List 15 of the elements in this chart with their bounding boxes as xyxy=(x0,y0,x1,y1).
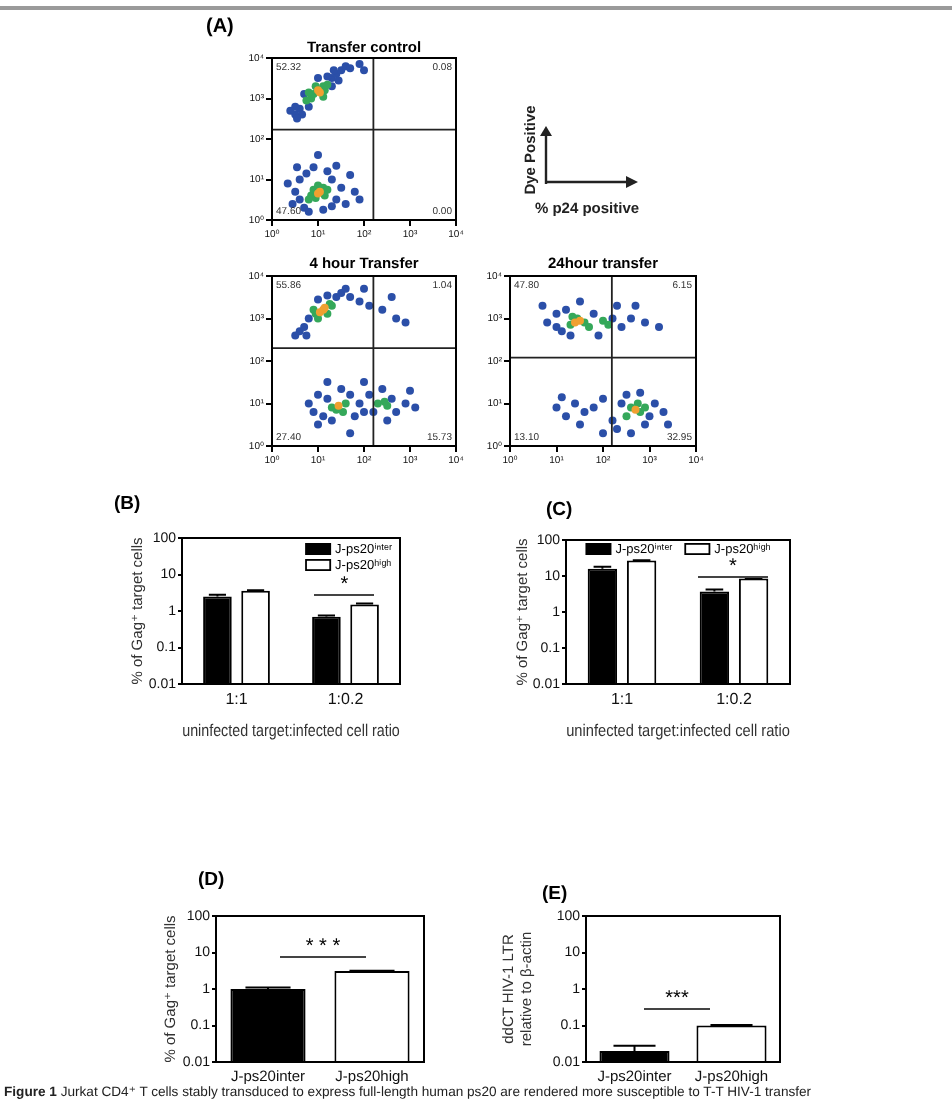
x-tick-label: 1:1 xyxy=(610,690,635,709)
annotation: * * * xyxy=(305,936,341,959)
x-tick-label: 1:1 xyxy=(225,690,249,709)
chart-title: (B) xyxy=(114,493,141,516)
annotation: * xyxy=(340,574,349,596)
x-tick-label: 1:0.2 xyxy=(716,690,753,709)
chart-title: (D) xyxy=(198,869,225,892)
annotation: * xyxy=(729,556,737,579)
x-axis-title: uninfected target:infected cell ratio xyxy=(566,721,791,741)
chart-title: (C) xyxy=(546,499,573,522)
x-tick-label: 1:0.2 xyxy=(327,690,365,709)
x-axis-title: uninfected target:infected cell ratio xyxy=(182,721,401,741)
text: (A) xyxy=(206,16,234,38)
annotation: *** xyxy=(665,987,689,1010)
chart-title: (E) xyxy=(542,883,568,906)
